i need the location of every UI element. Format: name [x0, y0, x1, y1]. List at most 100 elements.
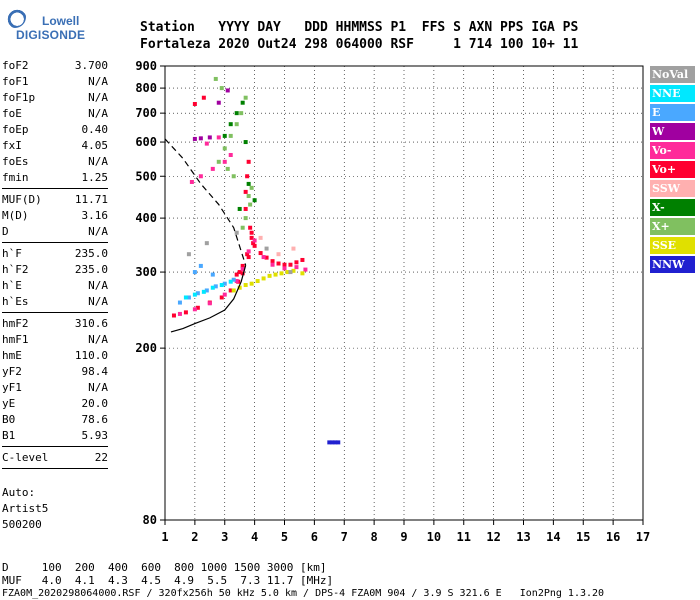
echo-point: [243, 283, 248, 288]
echo-point: [216, 135, 221, 140]
echo-point: [210, 166, 215, 171]
echo-point: [240, 271, 245, 276]
echo-point: [198, 263, 203, 268]
legend-item: SSW: [650, 180, 695, 197]
echo-point: [270, 262, 275, 267]
auto-program: Artist5: [2, 502, 49, 515]
echo-point: [228, 288, 233, 293]
legend-item: NNW: [650, 256, 695, 273]
echo-point: [177, 300, 182, 305]
echo-point: [189, 179, 194, 184]
echo-point: [234, 122, 239, 127]
legend-item: SSE: [650, 237, 695, 254]
echo-point: [246, 249, 251, 254]
y-tick-label: 500: [135, 169, 157, 183]
echo-point: [237, 285, 242, 290]
echo-point: [261, 276, 266, 281]
divider: [2, 446, 108, 447]
param-row: fxI 4.05: [2, 138, 108, 154]
echo-point: [258, 235, 263, 240]
logo-arc-icon: [4, 6, 26, 28]
y-tick-label: 800: [135, 81, 157, 95]
echo-point: [251, 241, 256, 246]
echo-point: [207, 301, 212, 306]
param-value: 1.25: [81, 171, 109, 184]
param-row: B1 5.93: [2, 428, 108, 444]
echo-point: [213, 284, 218, 289]
echo-point: [327, 440, 332, 445]
echo-point: [219, 86, 224, 91]
echo-point: [333, 440, 338, 445]
param-value: N/A: [88, 75, 108, 88]
param-row: MUF(D) 11.71: [2, 192, 108, 208]
param-row: foEp 0.40: [2, 122, 108, 138]
echo-point: [264, 246, 269, 251]
echo-point: [225, 166, 230, 171]
divider: [2, 188, 108, 189]
echo-point: [204, 241, 209, 246]
param-row: yE 20.0: [2, 396, 108, 412]
echo-point: [243, 206, 248, 211]
param-value: 0.40: [81, 123, 109, 136]
echo-point: [222, 146, 227, 151]
param-row: h`F 235.0: [2, 246, 108, 262]
param-name: h`E: [2, 279, 22, 292]
param-value: 20.0: [81, 397, 109, 410]
echo-point: [222, 133, 227, 138]
param-name: hmF1: [2, 333, 29, 346]
param-row: foF1p N/A: [2, 90, 108, 106]
x-tick-label: 12: [486, 530, 500, 544]
parameters-panel: foF2 3.700 foF1 N/A foF1p N/A foE N/A foEp 0.40 fx…: [2, 58, 108, 472]
legend-item: NNE: [650, 85, 695, 102]
echo-point: [234, 272, 239, 277]
param-row: B0 78.6: [2, 412, 108, 428]
echo-point: [288, 270, 293, 275]
echo-point: [219, 295, 224, 300]
echo-point: [234, 111, 239, 116]
muf-row: MUF 4.0 4.1 4.3 4.5 4.9 5.5 7.3 11.7 [MH…: [2, 574, 334, 587]
echo-point: [239, 111, 244, 116]
param-name: foEs: [2, 155, 29, 168]
param-row: hmE 110.0: [2, 348, 108, 364]
legend-item: X+: [650, 218, 695, 235]
param-name: M(D): [2, 209, 29, 222]
echo-point: [300, 271, 305, 276]
echo-point: [252, 198, 257, 203]
echo-point: [183, 295, 188, 300]
param-name: C-level: [2, 451, 49, 464]
params-group-muf: MUF(D) 11.71 M(D) 3.16 D N/A: [2, 192, 108, 240]
param-row: hmF2 310.6: [2, 316, 108, 332]
param-value: N/A: [88, 381, 108, 394]
logo-digisonde-text: DIGISONDE: [16, 28, 86, 42]
y-axis: 80 200 300 400 500 600 700 800 900: [135, 59, 165, 527]
echo-point: [300, 257, 305, 262]
echo-point: [222, 159, 227, 164]
echo-point: [245, 252, 250, 257]
legend-item: Vo-: [650, 142, 695, 159]
echo-point: [294, 265, 299, 270]
echo-point: [207, 135, 212, 140]
y-tick-label: 200: [135, 341, 157, 355]
echo-point: [246, 181, 251, 186]
param-row: fmin 1.25: [2, 170, 108, 186]
x-tick-label: 3: [221, 530, 228, 544]
echo-traces: [171, 76, 341, 445]
echo-point: [261, 255, 266, 260]
params-group-heights: h`F 235.0 h`F2 235.0 h`E N/A h`Es N/A: [2, 246, 108, 310]
echo-point: [243, 216, 248, 221]
echo-point: [270, 259, 275, 264]
param-name: h`Es: [2, 295, 29, 308]
param-name: fmin: [2, 171, 29, 184]
echo-point: [336, 440, 341, 445]
param-name: foF1p: [2, 91, 36, 104]
x-tick-label: 1: [161, 530, 168, 544]
param-name: hmE: [2, 349, 22, 362]
x-tick-label: 4: [251, 530, 258, 544]
echo-point: [228, 279, 233, 284]
echo-point: [255, 279, 260, 284]
legend-item: X-: [650, 199, 695, 216]
y-tick-label: 300: [135, 265, 157, 279]
distance-row: D 100 200 400 600 800 1000 1500 3000 [km…: [2, 561, 327, 574]
echo-point: [246, 255, 251, 260]
param-name: hmF2: [2, 317, 29, 330]
